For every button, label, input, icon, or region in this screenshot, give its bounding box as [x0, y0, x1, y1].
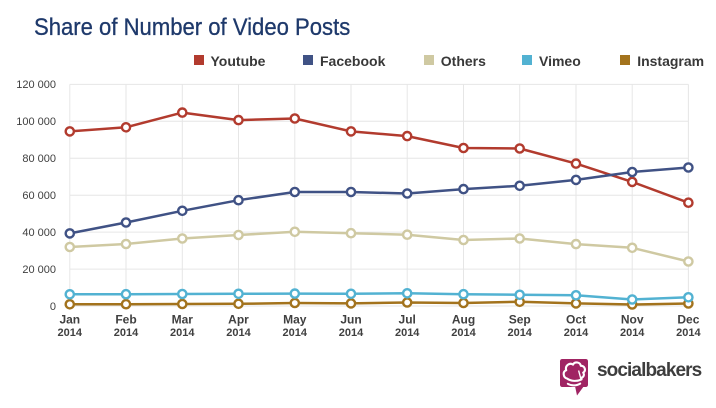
svg-text:Dec: Dec: [677, 313, 699, 327]
svg-text:2014: 2014: [58, 327, 83, 339]
svg-text:Feb: Feb: [115, 313, 136, 327]
svg-text:Jun: Jun: [340, 313, 361, 327]
svg-text:Sep: Sep: [509, 313, 531, 327]
svg-text:0: 0: [50, 301, 56, 313]
svg-text:Oct: Oct: [566, 313, 586, 327]
svg-text:Jan: Jan: [59, 313, 80, 327]
svg-text:2014: 2014: [339, 327, 364, 339]
svg-text:Aug: Aug: [452, 313, 475, 327]
svg-text:2014: 2014: [114, 327, 139, 339]
svg-text:2014: 2014: [451, 327, 476, 339]
svg-text:2014: 2014: [226, 327, 251, 339]
svg-text:2014: 2014: [507, 327, 532, 339]
svg-text:20 000: 20 000: [22, 264, 56, 276]
svg-text:Apr: Apr: [228, 313, 249, 327]
svg-text:40 000: 40 000: [22, 227, 56, 239]
svg-text:2014: 2014: [170, 327, 195, 339]
svg-text:Nov: Nov: [621, 313, 644, 327]
svg-text:2014: 2014: [395, 327, 420, 339]
svg-text:May: May: [283, 313, 307, 327]
svg-text:60 000: 60 000: [22, 190, 56, 202]
svg-text:2014: 2014: [620, 327, 645, 339]
svg-text:2014: 2014: [676, 327, 701, 339]
svg-text:120 000: 120 000: [16, 79, 56, 91]
svg-text:Jul: Jul: [399, 313, 416, 327]
svg-text:2014: 2014: [564, 327, 589, 339]
svg-text:2014: 2014: [283, 327, 308, 339]
svg-text:100 000: 100 000: [16, 116, 56, 128]
svg-text:Mar: Mar: [172, 313, 194, 327]
svg-text:80 000: 80 000: [22, 153, 56, 165]
